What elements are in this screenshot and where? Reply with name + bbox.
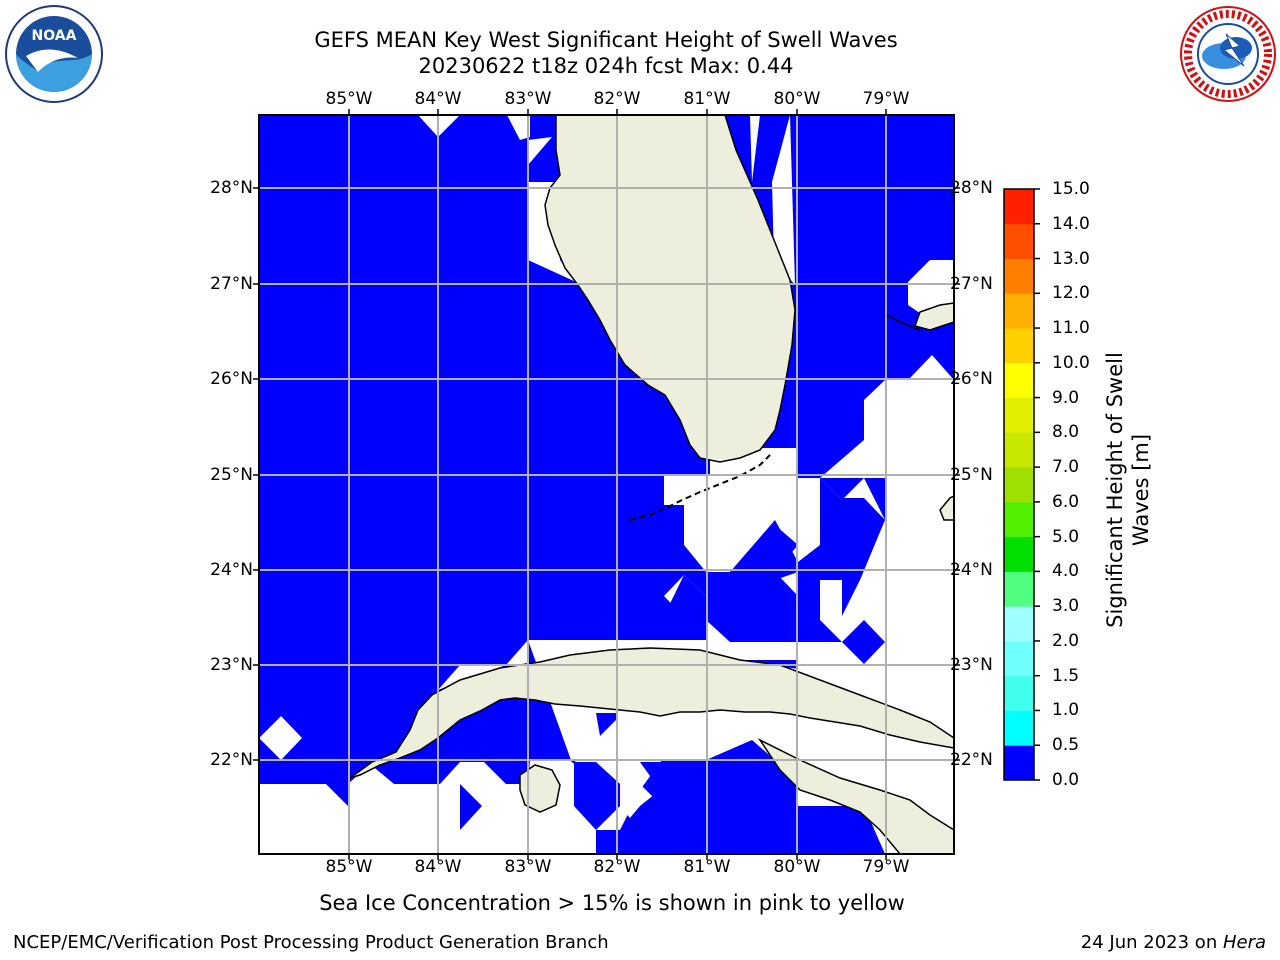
lon-label: 80°W bbox=[773, 857, 821, 877]
colorbar-segment bbox=[1004, 571, 1034, 607]
colorbar-tick-label: 13.0 bbox=[1052, 248, 1090, 269]
hispaniola-jamaica-region bbox=[757, 738, 954, 854]
bahamas-island-south bbox=[939, 495, 954, 521]
lon-label: 83°W bbox=[504, 857, 552, 877]
land-masses bbox=[349, 115, 954, 854]
colorbar-segment bbox=[1004, 223, 1034, 260]
colorbar-tick-label: 12.0 bbox=[1052, 283, 1090, 304]
colorbar-segment bbox=[1004, 397, 1034, 433]
colorbar-tick-label: 11.0 bbox=[1052, 318, 1090, 339]
footer-date: 24 Jun 2023 on Hera bbox=[1081, 932, 1266, 954]
colorbar-frame bbox=[1003, 188, 1035, 781]
lat-label: 27°N bbox=[210, 274, 253, 294]
colorbar-tick-label: 1.0 bbox=[1052, 700, 1080, 721]
lat-label: 23°N bbox=[210, 655, 253, 675]
lon-label: 85°W bbox=[325, 857, 373, 877]
lat-label: 25°N bbox=[950, 465, 993, 485]
lon-label: 81°W bbox=[683, 857, 731, 877]
lat-label: 28°N bbox=[950, 178, 993, 198]
lon-label: 82°W bbox=[593, 89, 641, 109]
footer-branch: NCEP/EMC/Verification Post Processing Pr… bbox=[13, 932, 609, 953]
colorbar-title: Significant Height of Swell Waves [m] bbox=[1103, 352, 1153, 628]
colorbar bbox=[1003, 188, 1040, 781]
colorbar-tick-label: 15.0 bbox=[1052, 179, 1090, 199]
lon-label: 81°W bbox=[683, 89, 731, 109]
sea-ice-note: Sea Ice Concentration > 15% is shown in … bbox=[319, 891, 905, 915]
colorbar-tick-label: 1.5 bbox=[1052, 665, 1080, 686]
colorbar-segment bbox=[1004, 189, 1034, 225]
lon-label: 84°W bbox=[414, 89, 462, 109]
nws-logo bbox=[1180, 6, 1276, 102]
colorbar-tick-label: 14.0 bbox=[1052, 213, 1090, 234]
colorbar-tick-label: 9.0 bbox=[1052, 387, 1080, 408]
footer-machine: Hera bbox=[1222, 932, 1266, 953]
florida-keys bbox=[629, 454, 771, 521]
colorbar-segment bbox=[1004, 675, 1034, 711]
lon-label: 79°W bbox=[862, 89, 910, 109]
lon-label: 83°W bbox=[504, 89, 552, 109]
noaa-logo-text: NOAA bbox=[32, 28, 77, 44]
lon-label: 85°W bbox=[325, 89, 373, 109]
colorbar-segment bbox=[1004, 328, 1034, 364]
colorbar-tick-label: 10.0 bbox=[1052, 352, 1090, 373]
lon-label: 80°W bbox=[773, 89, 821, 109]
colorbar-segment bbox=[1004, 293, 1034, 329]
bahamas-island bbox=[914, 302, 954, 331]
cuba bbox=[349, 647, 954, 779]
lat-label: 24°N bbox=[950, 560, 993, 580]
lon-label: 84°W bbox=[414, 857, 462, 877]
colorbar-segment bbox=[1004, 640, 1034, 677]
footer-date-text: 24 Jun 2023 on bbox=[1080, 932, 1223, 953]
lat-label: 23°N bbox=[950, 655, 993, 675]
colorbar-segment bbox=[1004, 258, 1034, 294]
chart-title: GEFS MEAN Key West Significant Height of… bbox=[314, 28, 898, 52]
colorbar-tick-label: 4.0 bbox=[1052, 561, 1080, 582]
colorbar-tick-label: 7.0 bbox=[1052, 457, 1080, 478]
colorbar-tick-label: 6.0 bbox=[1052, 491, 1080, 512]
map-frame bbox=[258, 114, 955, 855]
graticule bbox=[259, 115, 954, 854]
lon-label: 79°W bbox=[862, 857, 910, 877]
lat-label: 27°N bbox=[950, 274, 993, 294]
isla-de-la-juventud bbox=[519, 764, 561, 813]
bahamas-coast bbox=[885, 314, 921, 331]
chart-subtitle: 20230622 t18z 024h fcst Max: 0.44 bbox=[418, 54, 794, 78]
colorbar-tick-label: 2.0 bbox=[1052, 630, 1080, 651]
lat-label: 24°N bbox=[210, 560, 253, 580]
colorbar-tick-label: 8.0 bbox=[1052, 422, 1080, 443]
colorbar-segment bbox=[1004, 710, 1034, 746]
noaa-logo: NOAA bbox=[5, 5, 103, 103]
colorbar-segment bbox=[1004, 467, 1034, 503]
colorbar-segment bbox=[1004, 536, 1034, 572]
colorbar-segment bbox=[1004, 606, 1034, 642]
colorbar-segment bbox=[1004, 362, 1034, 399]
lat-label: 26°N bbox=[950, 369, 993, 389]
colorbar-segment bbox=[1004, 501, 1034, 538]
lat-label: 26°N bbox=[210, 369, 253, 389]
lat-label: 28°N bbox=[210, 178, 253, 198]
lat-label: 25°N bbox=[210, 465, 253, 485]
lat-label: 22°N bbox=[950, 750, 993, 770]
lat-label: 22°N bbox=[210, 750, 253, 770]
colorbar-tick-label: 3.0 bbox=[1052, 596, 1080, 617]
colorbar-tick-label: 0.0 bbox=[1052, 770, 1080, 790]
colorbar-tick-label: 0.5 bbox=[1052, 735, 1080, 756]
lon-label: 82°W bbox=[593, 857, 641, 877]
colorbar-segment bbox=[1004, 432, 1034, 468]
colorbar-segment bbox=[1004, 745, 1034, 781]
colorbar-tick-label: 5.0 bbox=[1052, 526, 1080, 547]
